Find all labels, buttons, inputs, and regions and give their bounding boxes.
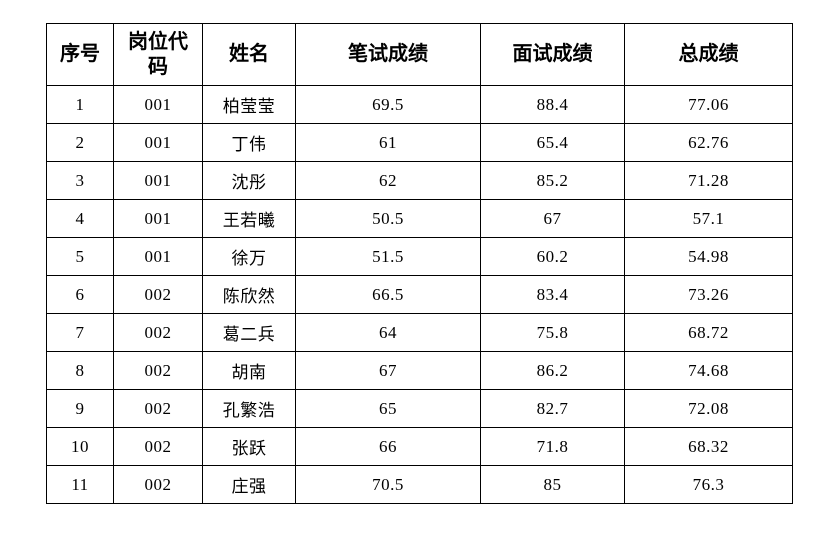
cell-total: 57.1 xyxy=(624,199,793,238)
cell-code: 002 xyxy=(113,313,203,352)
cell-seq: 5 xyxy=(46,237,114,276)
cell-seq: 7 xyxy=(46,313,114,352)
cell-written: 64 xyxy=(295,313,481,352)
cell-written: 50.5 xyxy=(295,199,481,238)
cell-code: 002 xyxy=(113,427,203,466)
cell-code: 001 xyxy=(113,85,203,124)
column-header-seq: 序号 xyxy=(46,23,114,86)
cell-name: 王若曦 xyxy=(202,199,296,238)
cell-name: 柏莹莹 xyxy=(202,85,296,124)
cell-interview: 67 xyxy=(480,199,625,238)
cell-written: 51.5 xyxy=(295,237,481,276)
cell-written: 61 xyxy=(295,123,481,162)
cell-interview: 65.4 xyxy=(480,123,625,162)
cell-seq: 4 xyxy=(46,199,114,238)
cell-seq: 11 xyxy=(46,465,114,504)
cell-code: 001 xyxy=(113,199,203,238)
score-table: 序号 岗位代码 姓名 笔试成绩 面试成绩 总成绩 1 001 柏莹莹 69.5 88.4 77.06… xyxy=(46,23,793,504)
cell-code: 002 xyxy=(113,389,203,428)
cell-total: 74.68 xyxy=(624,351,793,390)
cell-code: 001 xyxy=(113,123,203,162)
table-row: 6 002 陈欣然 66.5 83.4 73.26 xyxy=(46,275,793,314)
table-row: 5 001 徐万 51.5 60.2 54.98 xyxy=(46,237,793,276)
cell-interview: 86.2 xyxy=(480,351,625,390)
cell-total: 68.72 xyxy=(624,313,793,352)
cell-code: 001 xyxy=(113,237,203,276)
column-header-interview: 面试成绩 xyxy=(480,23,625,86)
cell-name: 张跃 xyxy=(202,427,296,466)
cell-total: 77.06 xyxy=(624,85,793,124)
cell-interview: 83.4 xyxy=(480,275,625,314)
cell-written: 65 xyxy=(295,389,481,428)
cell-interview: 75.8 xyxy=(480,313,625,352)
cell-total: 76.3 xyxy=(624,465,793,504)
cell-written: 69.5 xyxy=(295,85,481,124)
cell-seq: 1 xyxy=(46,85,114,124)
cell-written: 67 xyxy=(295,351,481,390)
cell-total: 68.32 xyxy=(624,427,793,466)
cell-written: 66.5 xyxy=(295,275,481,314)
cell-name: 孔繁浩 xyxy=(202,389,296,428)
cell-total: 71.28 xyxy=(624,161,793,200)
column-header-total: 总成绩 xyxy=(624,23,793,86)
cell-seq: 3 xyxy=(46,161,114,200)
cell-name: 丁伟 xyxy=(202,123,296,162)
cell-written: 66 xyxy=(295,427,481,466)
cell-seq: 2 xyxy=(46,123,114,162)
cell-name: 葛二兵 xyxy=(202,313,296,352)
cell-name: 徐万 xyxy=(202,237,296,276)
cell-interview: 85 xyxy=(480,465,625,504)
cell-interview: 88.4 xyxy=(480,85,625,124)
cell-total: 73.26 xyxy=(624,275,793,314)
table-row: 10 002 张跃 66 71.8 68.32 xyxy=(46,427,793,466)
cell-interview: 60.2 xyxy=(480,237,625,276)
cell-interview: 71.8 xyxy=(480,427,625,466)
cell-seq: 6 xyxy=(46,275,114,314)
cell-total: 54.98 xyxy=(624,237,793,276)
cell-name: 庄强 xyxy=(202,465,296,504)
table-row: 3 001 沈彤 62 85.2 71.28 xyxy=(46,161,793,200)
cell-code: 001 xyxy=(113,161,203,200)
table-row: 9 002 孔繁浩 65 82.7 72.08 xyxy=(46,389,793,428)
cell-interview: 85.2 xyxy=(480,161,625,200)
table-row: 2 001 丁伟 61 65.4 62.76 xyxy=(46,123,793,162)
cell-name: 沈彤 xyxy=(202,161,296,200)
cell-code: 002 xyxy=(113,275,203,314)
table-row: 8 002 胡南 67 86.2 74.68 xyxy=(46,351,793,390)
cell-seq: 8 xyxy=(46,351,114,390)
table-row: 1 001 柏莹莹 69.5 88.4 77.06 xyxy=(46,85,793,124)
cell-total: 72.08 xyxy=(624,389,793,428)
cell-total: 62.76 xyxy=(624,123,793,162)
cell-seq: 10 xyxy=(46,427,114,466)
table-row: 4 001 王若曦 50.5 67 57.1 xyxy=(46,199,793,238)
cell-code: 002 xyxy=(113,465,203,504)
table-body: 1 001 柏莹莹 69.5 88.4 77.06 2 001 丁伟 61 65.4 62.76 3 00… xyxy=(46,85,793,504)
cell-code: 002 xyxy=(113,351,203,390)
column-header-name: 姓名 xyxy=(202,23,296,86)
cell-seq: 9 xyxy=(46,389,114,428)
cell-name: 胡南 xyxy=(202,351,296,390)
cell-name: 陈欣然 xyxy=(202,275,296,314)
table-row: 7 002 葛二兵 64 75.8 68.72 xyxy=(46,313,793,352)
cell-written: 70.5 xyxy=(295,465,481,504)
table-row: 11 002 庄强 70.5 85 76.3 xyxy=(46,465,793,504)
cell-written: 62 xyxy=(295,161,481,200)
cell-interview: 82.7 xyxy=(480,389,625,428)
column-header-code: 岗位代码 xyxy=(113,23,203,86)
column-header-written: 笔试成绩 xyxy=(295,23,481,86)
header-row: 序号 岗位代码 姓名 笔试成绩 面试成绩 总成绩 xyxy=(46,23,793,86)
